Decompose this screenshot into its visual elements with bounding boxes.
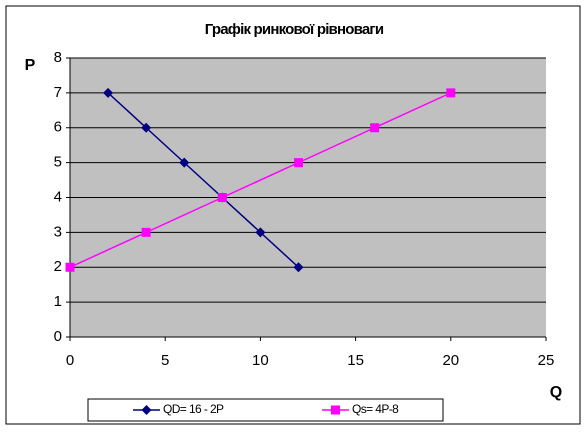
legend-label: Qs= 4P-8	[352, 402, 399, 416]
x-tick-label: 20	[442, 352, 459, 369]
marker	[141, 122, 152, 133]
legend-box	[87, 398, 444, 422]
marker	[103, 87, 114, 98]
marker	[255, 227, 266, 238]
x-tick-label: 15	[347, 352, 364, 369]
marker	[446, 88, 456, 98]
x-axis-label: Q	[550, 384, 562, 401]
y-tick-label: 2	[54, 258, 62, 275]
x-tick-label: 25	[538, 352, 555, 369]
marker	[293, 158, 303, 168]
x-tick-label: 0	[66, 352, 74, 369]
chart-title: Графік ринкової рівноваги	[205, 21, 384, 38]
x-tick-label: 10	[252, 352, 269, 369]
y-tick-label: 0	[54, 328, 62, 345]
y-tick-label: 5	[54, 154, 62, 171]
legend-marker	[141, 405, 152, 415]
x-tick-label: 5	[161, 352, 169, 369]
marker	[179, 157, 190, 168]
marker	[141, 227, 151, 237]
marker	[65, 262, 75, 272]
series-line	[107, 92, 299, 268]
marker	[217, 193, 227, 202]
marker	[293, 262, 304, 273]
y-tick-label: 3	[54, 223, 62, 240]
y-tick-label: 7	[54, 84, 62, 101]
y-axis-label: P	[25, 57, 36, 74]
y-tick-label: 8	[54, 49, 62, 66]
marker	[370, 123, 380, 133]
legend-label: QD= 16 - 2P	[163, 402, 224, 416]
series-line	[69, 92, 452, 268]
y-tick-label: 6	[54, 119, 62, 136]
y-tick-label: 1	[54, 293, 62, 310]
y-tick-label: 4	[54, 188, 62, 205]
legend-marker	[331, 405, 340, 415]
